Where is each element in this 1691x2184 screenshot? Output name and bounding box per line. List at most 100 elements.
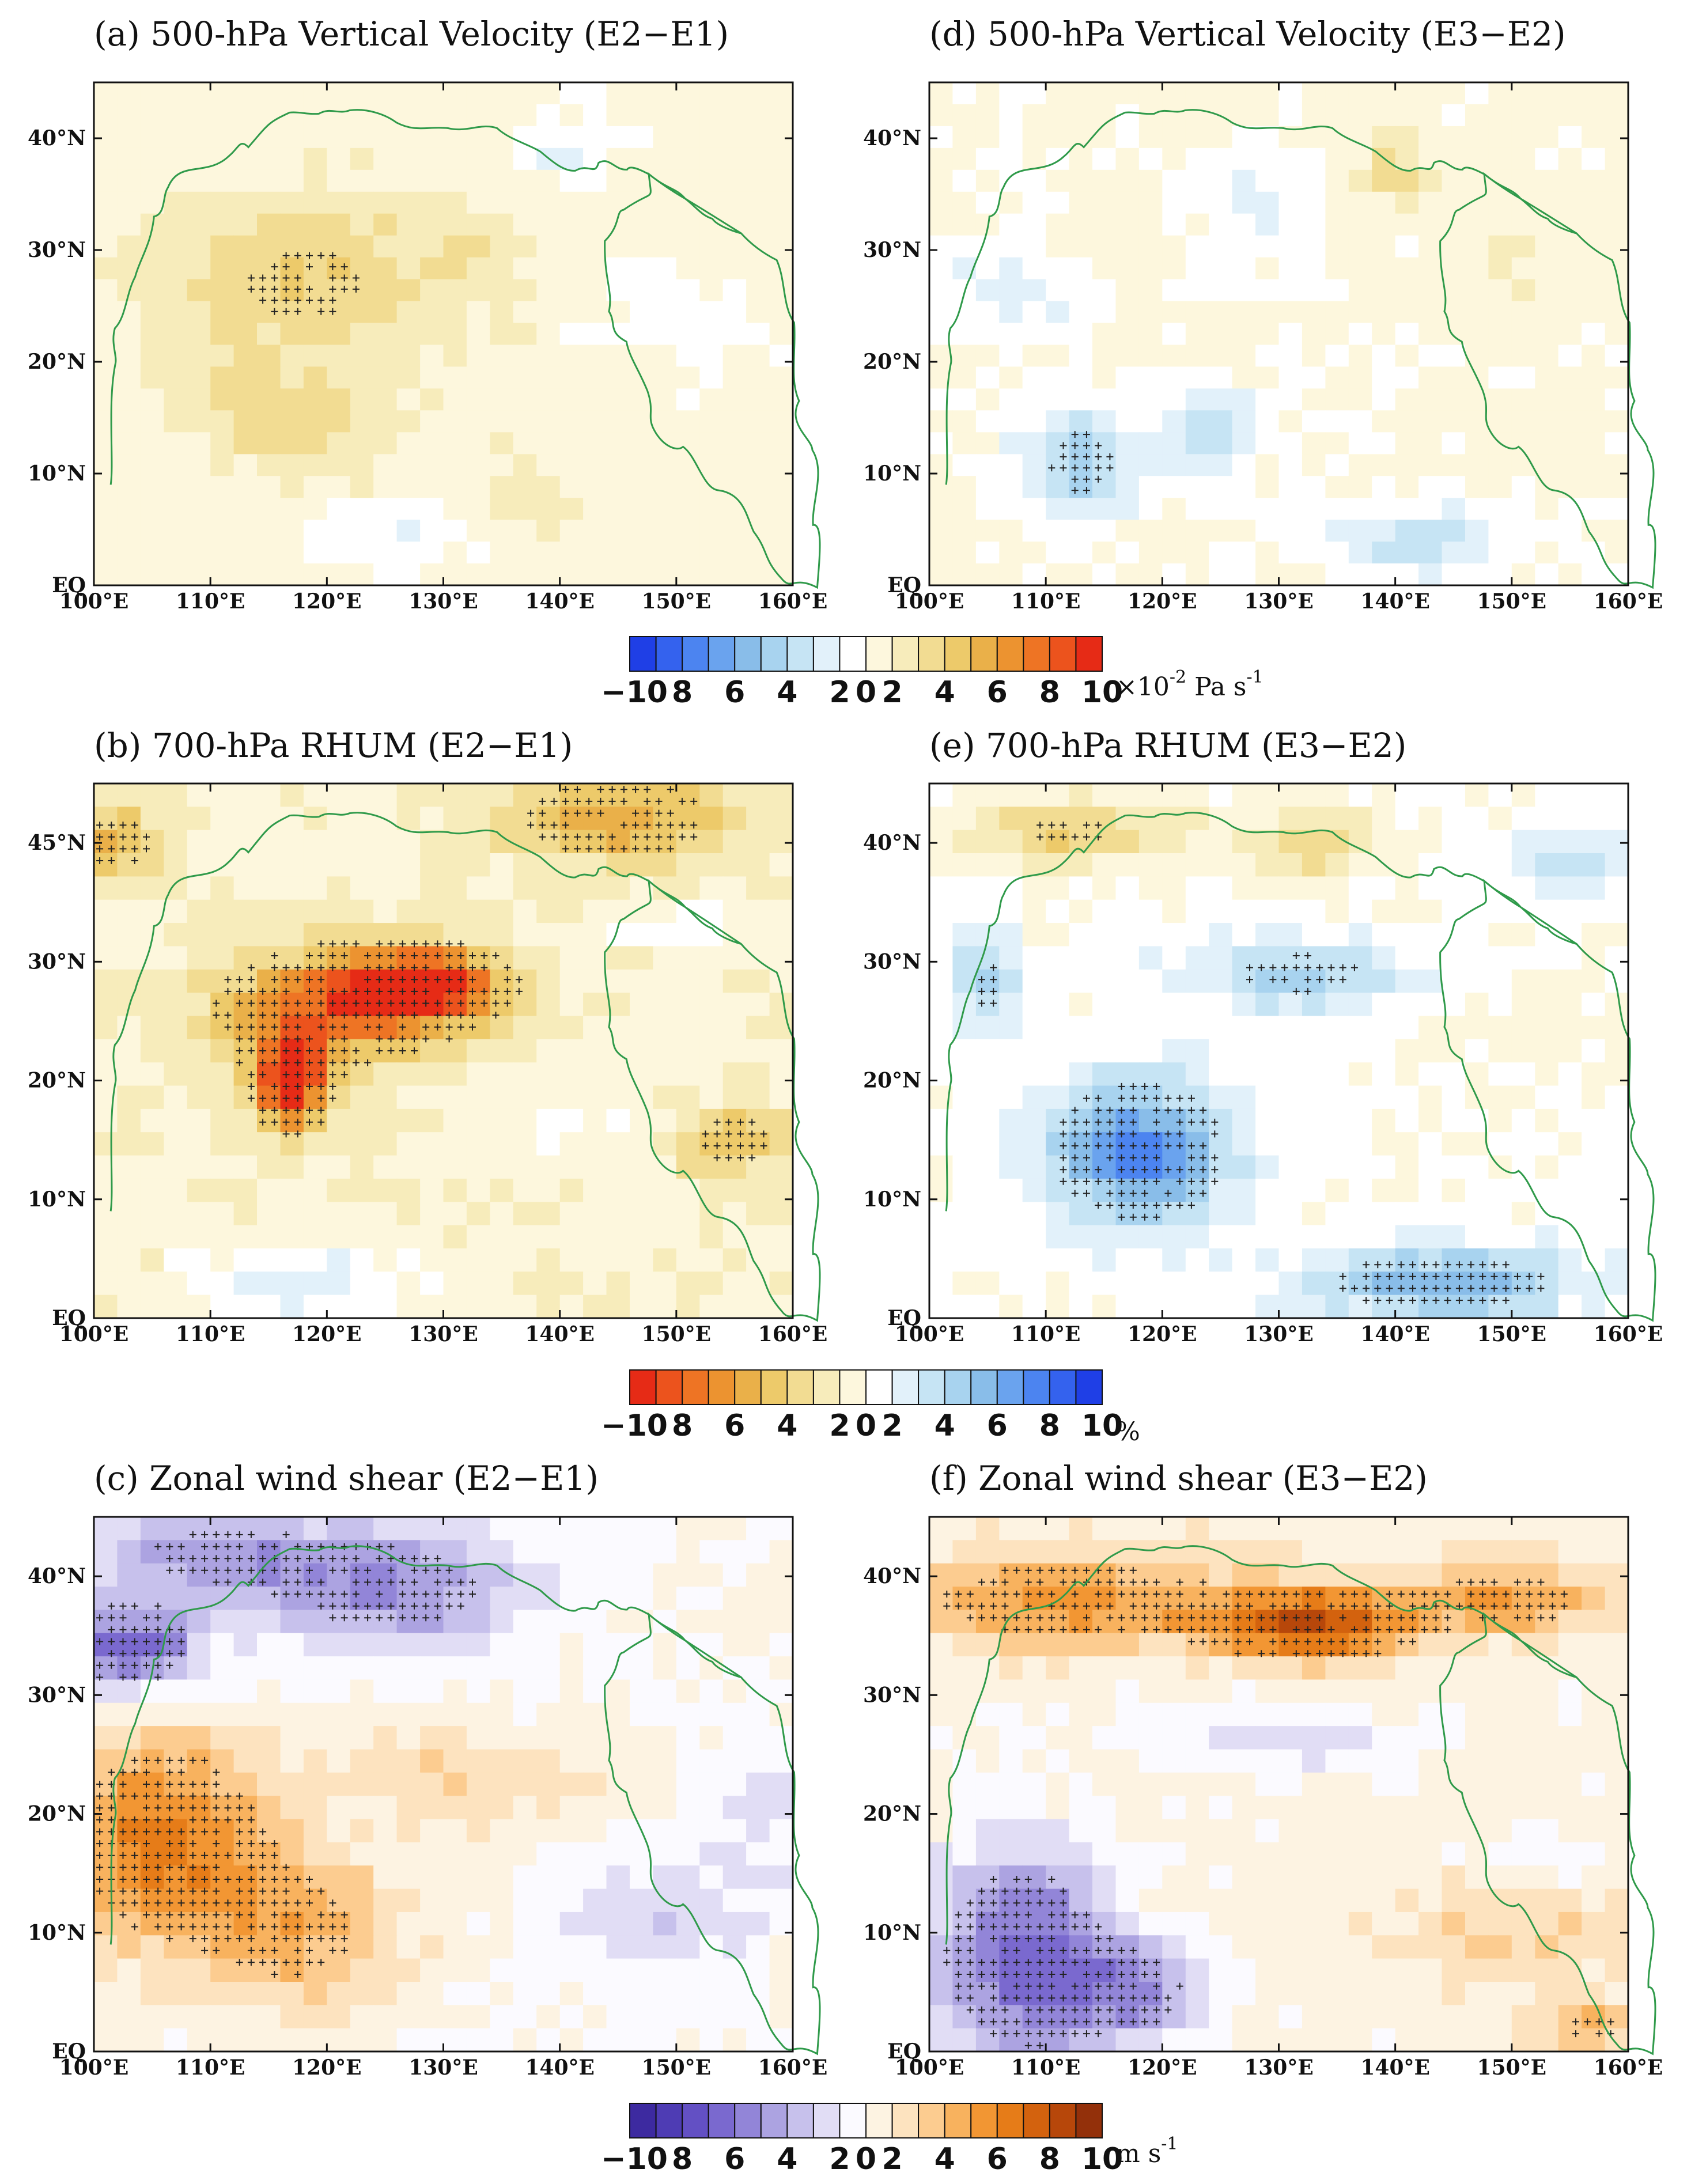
field-cell <box>1162 830 1186 854</box>
field-cell <box>257 1156 281 1179</box>
field-cell <box>281 82 304 105</box>
field-cell <box>1465 1564 1489 1587</box>
field-cell <box>257 1179 281 1202</box>
field-cell <box>1418 279 1442 302</box>
field-cell <box>1512 993 1535 1016</box>
field-cell <box>583 126 607 149</box>
field-cell <box>1069 1703 1093 1727</box>
field-cell <box>234 1912 258 1936</box>
field-cell <box>420 1202 444 1225</box>
field-cell <box>1605 1726 1629 1750</box>
field-cell <box>467 279 490 302</box>
field-cell <box>350 1819 374 1843</box>
field-cell <box>699 2028 723 2052</box>
field-cell <box>444 1248 467 1272</box>
field-cell <box>350 148 374 171</box>
field-cell <box>1139 301 1163 324</box>
field-cell <box>187 432 211 455</box>
field-cell <box>1092 1726 1116 1750</box>
field-cell <box>234 2005 258 2028</box>
field-cell <box>770 830 793 854</box>
field-cell <box>653 1540 676 1564</box>
field-cell <box>1092 258 1116 280</box>
field-cell <box>444 258 467 280</box>
field-cell <box>723 476 747 498</box>
field-cell <box>94 1982 118 2005</box>
field-cell <box>1372 1086 1395 1110</box>
field-cell <box>1395 366 1419 389</box>
field-cell <box>350 1935 374 1959</box>
field-cell <box>1605 279 1629 302</box>
field-cell <box>1325 301 1349 324</box>
field-cell <box>1418 476 1442 498</box>
field-cell <box>929 923 953 947</box>
field-cell <box>94 1271 118 1295</box>
field-cell <box>164 192 187 214</box>
field-cell <box>1558 1132 1582 1156</box>
field-cell <box>1092 946 1116 970</box>
field-cell <box>1488 520 1512 542</box>
field-cell <box>1302 1132 1326 1156</box>
field-cell <box>257 542 281 564</box>
field-cell <box>1023 946 1046 970</box>
field-cell <box>444 783 467 807</box>
field-cell <box>1418 432 1442 455</box>
field-cell <box>1092 783 1116 807</box>
field-cell <box>164 1679 187 1703</box>
field-cell <box>1605 214 1629 236</box>
field-cell <box>1349 1587 1372 1610</box>
field-cell <box>1465 520 1489 542</box>
field-cell <box>1186 900 1209 923</box>
field-cell <box>187 1132 211 1156</box>
field-cell <box>1535 1564 1558 1587</box>
field-cell <box>1116 1587 1140 1610</box>
field-cell <box>1302 993 1326 1016</box>
field-cell <box>1372 126 1395 149</box>
field-cell <box>467 1225 490 1249</box>
field-cell <box>1046 1295 1069 1319</box>
field-cell <box>1186 301 1209 324</box>
field-cell <box>976 410 1000 433</box>
field-cell <box>257 1086 281 1110</box>
field-cell <box>976 830 1000 854</box>
field-cell <box>444 148 467 171</box>
field-cell <box>490 1248 513 1272</box>
field-cell <box>999 1016 1023 1040</box>
field-cell <box>397 170 421 192</box>
field-cell <box>1255 345 1279 368</box>
field-cell <box>746 1202 770 1225</box>
field-cell <box>490 1295 513 1319</box>
field-cell <box>699 366 723 389</box>
field-cell <box>373 1796 397 1819</box>
field-cell <box>94 830 118 854</box>
field-cell <box>467 148 490 171</box>
field-cell <box>1186 1295 1209 1319</box>
field-cell <box>607 236 630 258</box>
field-cell <box>234 1610 258 1633</box>
field-cell <box>187 214 211 236</box>
field-cell <box>1092 542 1116 564</box>
field-cell <box>1255 1086 1279 1110</box>
field-cell <box>373 1750 397 1773</box>
field-cell <box>1442 1086 1466 1110</box>
field-cell <box>1023 970 1046 993</box>
field-cell <box>952 388 976 411</box>
field-cell <box>1558 323 1582 346</box>
field-cell <box>513 454 537 476</box>
field-cell <box>1302 946 1326 970</box>
field-cell <box>1349 148 1372 171</box>
field-cell <box>770 807 793 830</box>
field-cell <box>420 783 444 807</box>
field-cell <box>234 192 258 214</box>
field-cell <box>467 1132 490 1156</box>
field-cell <box>397 520 421 542</box>
field-cell <box>1255 542 1279 564</box>
field-cell <box>1465 1156 1489 1179</box>
field-cell <box>467 1517 490 1540</box>
field-cell <box>1349 783 1372 807</box>
field-cell <box>1232 170 1256 192</box>
field-cell <box>373 993 397 1016</box>
field-cell <box>467 1726 490 1750</box>
field-cell <box>699 1564 723 1587</box>
field-cell <box>699 1959 723 1982</box>
